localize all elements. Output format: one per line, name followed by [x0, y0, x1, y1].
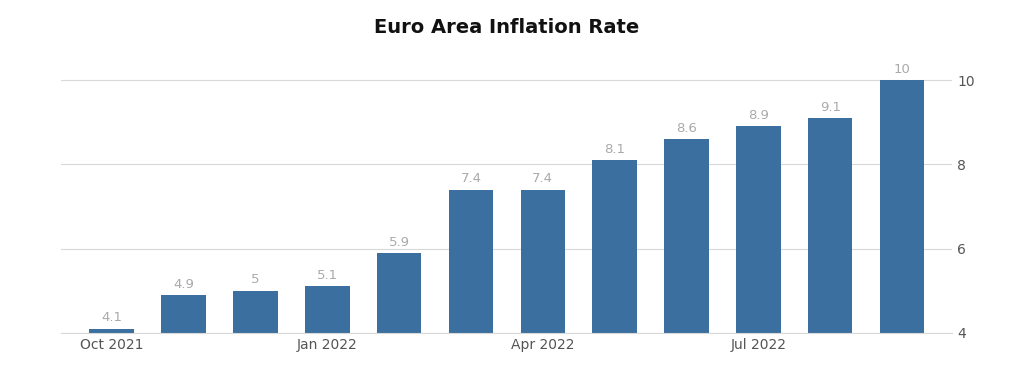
Text: 8.1: 8.1 [604, 143, 625, 156]
Bar [880, 80, 925, 387]
Text: 9.1: 9.1 [819, 101, 841, 114]
Bar [592, 160, 637, 387]
Bar [162, 295, 206, 387]
Text: 8.9: 8.9 [748, 109, 769, 122]
Bar [233, 291, 278, 387]
Title: Euro Area Inflation Rate: Euro Area Inflation Rate [374, 17, 640, 36]
Bar [305, 286, 349, 387]
Bar [449, 190, 494, 387]
Bar [89, 329, 134, 387]
Text: 7.4: 7.4 [461, 173, 481, 185]
Text: 5.9: 5.9 [389, 236, 410, 248]
Bar [520, 190, 565, 387]
Text: 8.6: 8.6 [676, 122, 697, 135]
Bar [377, 253, 422, 387]
Text: 7.4: 7.4 [532, 173, 553, 185]
Text: 4.9: 4.9 [173, 278, 194, 291]
Text: 4.1: 4.1 [101, 312, 122, 324]
Text: 5.1: 5.1 [316, 269, 338, 282]
Text: 10: 10 [894, 63, 910, 76]
Bar [665, 139, 709, 387]
Text: 5: 5 [251, 274, 260, 286]
Bar [808, 118, 852, 387]
Bar [736, 127, 780, 387]
